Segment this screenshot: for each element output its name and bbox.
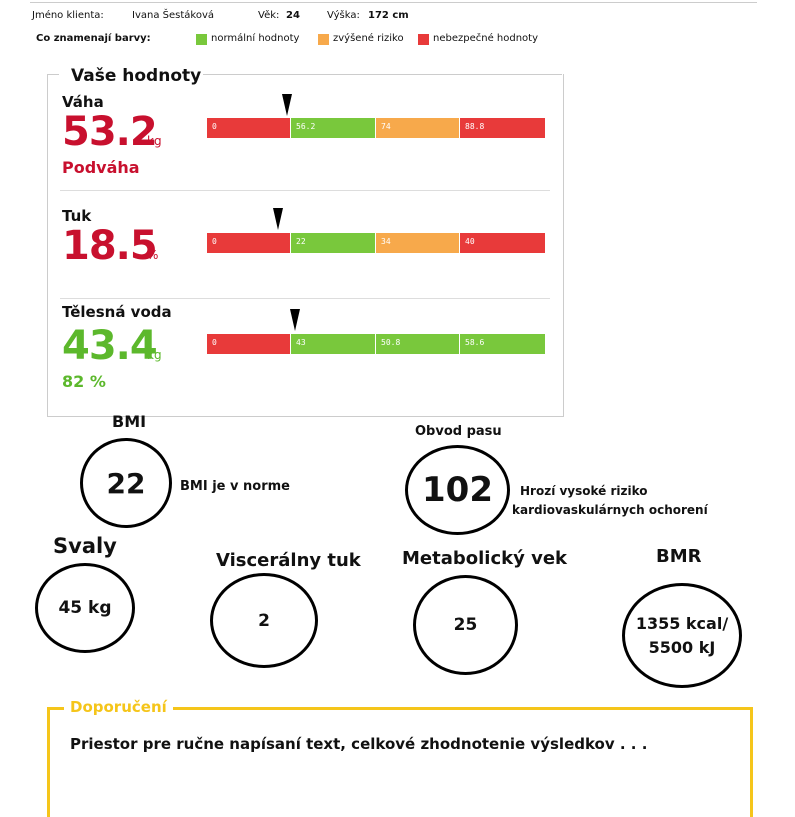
legend-label-risk: zvýšené riziko bbox=[333, 33, 404, 44]
bmi-note: BMI je v norme bbox=[180, 479, 290, 494]
bmi-circle: 22 bbox=[80, 438, 172, 528]
bmr-value-line1: 1355 kcal/ bbox=[635, 613, 729, 633]
fat-unit: % bbox=[147, 248, 159, 262]
recommendation-title: Doporučení bbox=[64, 698, 173, 716]
age-value: 24 bbox=[286, 10, 300, 21]
waist-note-line1: Hrozí vysoké riziko bbox=[520, 484, 648, 498]
waist-note-line2: kardiovaskulárnych ochorení bbox=[512, 503, 708, 517]
weight-value: 53.2 bbox=[62, 109, 158, 155]
waist-circle: 102 bbox=[405, 445, 510, 535]
weight-scale-segment: 88.8 bbox=[460, 118, 545, 138]
water-scale-bar: 0 43 50.8 58.6 bbox=[207, 334, 545, 354]
weight-tick: 0 bbox=[212, 122, 217, 131]
fat-label: Tuk bbox=[62, 207, 92, 225]
fat-scale-segment: 40 bbox=[460, 233, 545, 253]
bmi-title: BMI bbox=[112, 412, 147, 431]
fat-tick: 34 bbox=[381, 237, 391, 246]
legend-swatch-risk bbox=[318, 34, 329, 45]
fat-value: 18.5 bbox=[62, 223, 158, 269]
values-panel-title: Vaše hodnoty bbox=[69, 66, 204, 86]
muscles-circle: 45 kg bbox=[35, 563, 135, 653]
weight-label: Váha bbox=[62, 93, 104, 111]
legend-swatch-normal bbox=[196, 34, 207, 45]
water-unit: kg bbox=[147, 348, 162, 362]
water-status: 82 % bbox=[62, 372, 106, 391]
metabolic-title: Metabolický vek bbox=[402, 548, 568, 569]
water-scale-segment: 43 bbox=[291, 334, 376, 354]
fat-tick: 0 bbox=[212, 237, 217, 246]
water-label: Tělesná voda bbox=[62, 303, 172, 321]
fat-tick: 40 bbox=[465, 237, 475, 246]
water-scale-segment: 50.8 bbox=[376, 334, 460, 354]
fat-scale-segment: 34 bbox=[376, 233, 460, 253]
water-marker-icon bbox=[290, 309, 300, 331]
height-label: Výška: bbox=[327, 10, 360, 21]
water-scale-segment: 58.6 bbox=[460, 334, 545, 354]
fat-marker-icon bbox=[273, 208, 283, 230]
weight-tick: 88.8 bbox=[465, 122, 485, 131]
water-tick: 0 bbox=[212, 338, 217, 347]
metric-divider bbox=[60, 190, 550, 191]
fat-scale-bar: 0 22 34 40 bbox=[207, 233, 545, 253]
legend-label-normal: normální hodnoty bbox=[211, 33, 300, 44]
weight-tick: 74 bbox=[381, 122, 391, 131]
panel-border-right bbox=[193, 74, 562, 75]
client-name-label: Jméno klienta: bbox=[32, 10, 104, 21]
legend-title: Co znamenají barvy: bbox=[36, 33, 151, 44]
weight-status: Podváha bbox=[62, 158, 140, 177]
water-tick: 50.8 bbox=[381, 338, 401, 347]
visceral-circle: 2 bbox=[210, 573, 318, 668]
water-tick: 58.6 bbox=[465, 338, 485, 347]
panel-border-left bbox=[47, 74, 59, 75]
bmr-circle: 1355 kcal/ 5500 kJ bbox=[622, 583, 742, 688]
weight-scale-segment: 56.2 bbox=[291, 118, 376, 138]
waist-title: Obvod pasu bbox=[415, 424, 502, 439]
fat-tick: 22 bbox=[296, 237, 306, 246]
legend-label-danger: nebezpečné hodnoty bbox=[433, 33, 539, 44]
visceral-title: Viscerálny tuk bbox=[216, 550, 361, 571]
fat-scale-segment: 0 bbox=[207, 233, 291, 253]
metric-divider bbox=[60, 298, 550, 299]
weight-unit: kg bbox=[147, 134, 162, 148]
recommendation-text: Priestor pre ručne napísaní text, celkov… bbox=[70, 735, 648, 753]
recommendation-box bbox=[47, 707, 753, 817]
water-tick: 43 bbox=[296, 338, 306, 347]
top-divider bbox=[30, 2, 757, 3]
metabolic-circle: 25 bbox=[413, 575, 518, 675]
legend-swatch-danger bbox=[418, 34, 429, 45]
weight-marker-icon bbox=[282, 94, 292, 116]
height-value: 172 cm bbox=[368, 10, 409, 21]
weight-scale-segment: 0 bbox=[207, 118, 291, 138]
weight-scale-bar: 0 56.2 74 88.8 bbox=[207, 118, 545, 138]
weight-tick: 56.2 bbox=[296, 122, 316, 131]
bmr-title: BMR bbox=[656, 546, 702, 567]
muscles-title: Svaly bbox=[53, 534, 117, 558]
weight-scale-segment: 74 bbox=[376, 118, 460, 138]
fat-scale-segment: 22 bbox=[291, 233, 376, 253]
age-label: Věk: bbox=[258, 10, 280, 21]
water-value: 43.4 bbox=[62, 323, 158, 369]
values-panel bbox=[47, 74, 564, 417]
client-name: Ivana Šestáková bbox=[132, 10, 214, 21]
bmr-value-line2: 5500 kJ bbox=[648, 637, 716, 657]
water-scale-segment: 0 bbox=[207, 334, 291, 354]
